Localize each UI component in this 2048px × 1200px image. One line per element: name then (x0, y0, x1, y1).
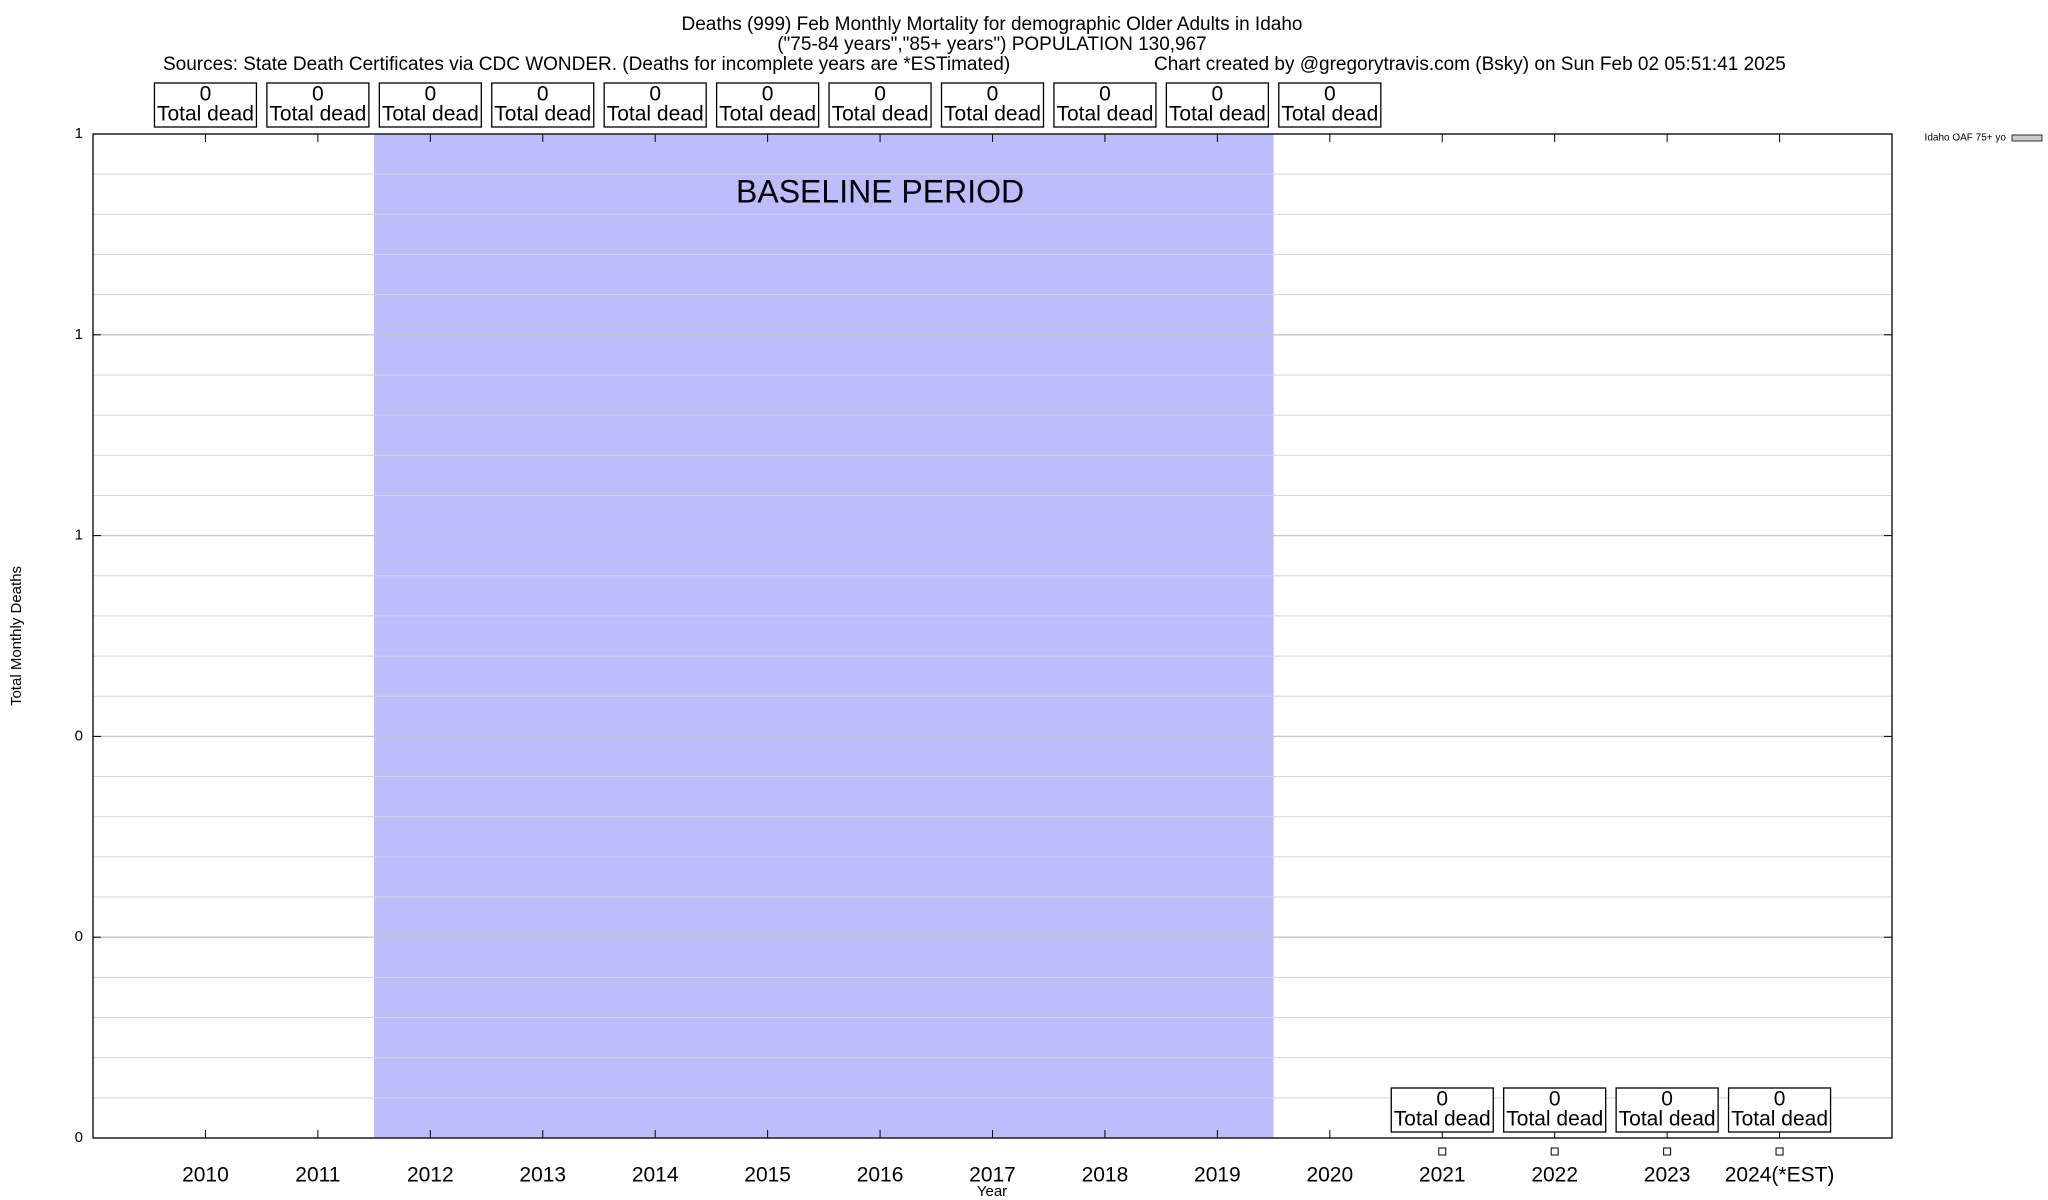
label-box (1390, 1087, 1494, 1133)
source-note: Sources: State Death Certificates via CD… (163, 54, 1010, 75)
value-label: 0 (1436, 1088, 1448, 1111)
value-label: 0 (762, 83, 774, 106)
chart-title: Deaths (999) Feb Monthly Mortality for d… (682, 14, 1303, 35)
y-tick-label: 1 (75, 326, 83, 343)
value-label-caption: Total dead (1394, 1108, 1491, 1131)
value-label: 0 (987, 83, 999, 106)
label-box (1503, 1087, 1607, 1133)
label-box (940, 82, 1045, 128)
value-label: 0 (1549, 1088, 1561, 1111)
label-box (715, 82, 820, 128)
label-box (266, 82, 370, 128)
value-label-caption: Total dead (832, 103, 929, 126)
value-label: 0 (312, 83, 324, 106)
x-tick-label: 2020 (1306, 1164, 1353, 1187)
label-box (1278, 82, 1382, 128)
legend-swatch (2011, 134, 2043, 142)
chart-subtitle: ("75-84 years","85+ years") POPULATION 1… (777, 34, 1207, 55)
value-label-caption: Total dead (1281, 103, 1378, 126)
credit-note: Chart created by @gregorytravis.com (Bsk… (1154, 54, 1786, 75)
legend-label: Idaho OAF 75+ yo (1925, 133, 2007, 144)
x-tick-label: 2019 (1194, 1164, 1241, 1187)
value-label: 0 (1099, 83, 1111, 106)
value-label: 0 (1774, 1088, 1786, 1111)
point-marker (1663, 1147, 1672, 1156)
y-axis-label: Total Monthly Deaths (8, 566, 25, 706)
value-label: 0 (649, 83, 661, 106)
y-tick-label: 1 (75, 527, 83, 544)
x-tick-label: 2014 (632, 1164, 679, 1187)
x-tick-label: 2023 (1644, 1164, 1691, 1187)
value-label-caption: Total dead (1506, 1108, 1603, 1131)
x-tick-label: 2016 (857, 1164, 904, 1187)
y-tick-label: 1 (75, 125, 83, 142)
value-label: 0 (1212, 83, 1224, 106)
value-label-caption: Total dead (1056, 103, 1153, 126)
y-tick-label: 0 (75, 928, 83, 945)
point-marker (1550, 1147, 1559, 1156)
value-label-caption: Total dead (157, 103, 254, 126)
label-box (603, 82, 707, 128)
value-label: 0 (1324, 83, 1336, 106)
point-marker (1775, 1147, 1784, 1156)
x-axis-label: Year (977, 1183, 1007, 1200)
label-box (828, 82, 932, 128)
value-label-caption: Total dead (269, 103, 366, 126)
value-label-caption: Total dead (494, 103, 591, 126)
value-label-caption: Total dead (607, 103, 704, 126)
y-tick-label: 0 (75, 727, 83, 744)
x-tick-label: 2013 (519, 1164, 566, 1187)
x-tick-label: 2022 (1531, 1164, 1578, 1187)
x-tick-label: 2015 (744, 1164, 791, 1187)
value-label-caption: Total dead (944, 103, 1041, 126)
value-label: 0 (1661, 1088, 1673, 1111)
label-box (1615, 1087, 1719, 1133)
x-tick-label: 2010 (182, 1164, 229, 1187)
point-marker (1438, 1147, 1447, 1156)
y-tick-label: 0 (75, 1129, 83, 1146)
value-label: 0 (200, 83, 212, 106)
value-label: 0 (424, 83, 436, 106)
label-box (378, 82, 482, 128)
label-box (153, 82, 258, 128)
x-tick-label: 2018 (1082, 1164, 1129, 1187)
label-box (491, 82, 595, 128)
label-box (1727, 1087, 1832, 1133)
baseline-label: BASELINE PERIOD (736, 173, 1024, 209)
x-tick-label: 2012 (407, 1164, 454, 1187)
x-tick-label: 2021 (1419, 1164, 1466, 1187)
value-label-caption: Total dead (382, 103, 479, 126)
value-label: 0 (874, 83, 886, 106)
value-label-caption: Total dead (1169, 103, 1266, 126)
x-tick-label: 2017 (969, 1164, 1016, 1187)
x-tick-label: 2024(*EST) (1725, 1164, 1835, 1187)
baseline-shade (374, 134, 1274, 1138)
label-box (1053, 82, 1157, 128)
value-label-caption: Total dead (719, 103, 816, 126)
value-label-caption: Total dead (1731, 1108, 1828, 1131)
value-label-caption: Total dead (1619, 1108, 1716, 1131)
label-box (1165, 82, 1270, 128)
value-label: 0 (537, 83, 549, 106)
x-tick-label: 2011 (295, 1164, 340, 1187)
